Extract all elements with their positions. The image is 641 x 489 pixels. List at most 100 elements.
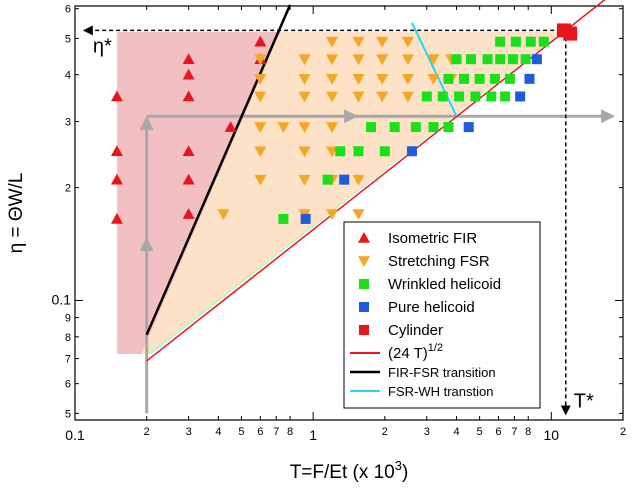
legend-marker <box>358 232 370 243</box>
legend-label-text: FSR-WH transtion <box>388 384 493 399</box>
stretching-fsr-point <box>352 91 365 103</box>
wrinkled-helicoid-point <box>500 91 511 102</box>
wrinkled-helicoid-point <box>510 36 521 47</box>
stretching-fsr-point <box>401 74 414 85</box>
legend-marker <box>359 325 369 335</box>
isometric-fir-point <box>182 53 195 64</box>
stretching-fsr-point <box>326 122 339 134</box>
legend-label-exponent: 1/2 <box>428 342 443 354</box>
isometric-fir-point <box>182 68 195 80</box>
y-tick-label: 2 <box>65 183 71 195</box>
legend-label: Isometric FIR <box>388 230 477 247</box>
stretching-fsr-point <box>401 91 414 103</box>
x-tick-label: 6 <box>257 426 263 438</box>
x-axis-title-main: T=F/Et (x 10 <box>290 462 395 483</box>
wrinkled-helicoid-point <box>437 91 448 102</box>
wrinkled-helicoid-point <box>507 54 518 65</box>
wrinkled-helicoid-point <box>459 73 470 84</box>
stretching-fsr-point <box>427 74 440 85</box>
x-tick-label: 7 <box>511 426 517 438</box>
line-fsr-wh-transtion <box>411 22 458 117</box>
legend-label-text: Wrinkled helicoid <box>388 276 501 293</box>
x-tick-label: 10 <box>544 427 560 443</box>
wrinkled-helicoid-point <box>278 213 289 224</box>
wrinkled-helicoid-point <box>538 36 549 47</box>
legend-label-text: Cylinder <box>388 322 443 339</box>
x-tick-label: 0.1 <box>65 427 85 443</box>
stretching-fsr-point <box>352 174 365 186</box>
phase-regions <box>116 32 562 354</box>
stretching-fsr-point <box>298 174 311 186</box>
wrinkled-helicoid-point <box>428 122 439 133</box>
y-axis-title: η = ΘW/L <box>6 173 27 254</box>
legend-label: FIR-FSR transition <box>388 365 496 380</box>
stretching-fsr-point <box>376 36 389 48</box>
stretching-fsr-point <box>326 91 339 103</box>
x-tick-label: 8 <box>287 426 293 438</box>
stretching-fsr-point <box>298 54 311 66</box>
region-stretching-fsr <box>141 32 562 354</box>
stretching-fsr-point <box>254 122 267 134</box>
guide-arrows: T* η* <box>82 25 616 416</box>
legend-label-text: Isometric FIR <box>388 230 477 247</box>
isometric-fir-point <box>182 90 195 102</box>
stretching-fsr-point <box>352 74 365 85</box>
stretching-fsr-point <box>326 36 339 48</box>
stretching-fsr-point <box>298 122 311 134</box>
x-tick-label: 2 <box>382 426 388 438</box>
isometric-fir-point <box>110 145 123 157</box>
stretching-fsr-point <box>352 209 365 221</box>
stretching-fsr-point <box>326 74 339 85</box>
wrinkled-helicoid-point <box>520 54 531 65</box>
wrinkled-helicoid-point <box>389 122 400 133</box>
x-tick-label: 1 <box>309 427 317 443</box>
stretching-fsr-point <box>352 54 365 66</box>
isometric-fir-point <box>254 35 267 47</box>
isometric-fir-point <box>182 145 195 157</box>
wrinkled-helicoid-point <box>495 54 506 65</box>
x-axis-title-exponent: 3 <box>395 458 402 473</box>
wrinkled-helicoid-point <box>474 73 485 84</box>
y-tick-label: 0.1 <box>52 291 72 307</box>
wrinkled-helicoid-point <box>443 122 454 133</box>
stretching-fsr-point <box>427 54 440 66</box>
wrinkled-helicoid-point <box>366 122 377 133</box>
stretching-fsr-point <box>376 91 389 103</box>
legend-box <box>343 221 541 409</box>
y-tick-label: 3 <box>65 117 71 129</box>
stretching-fsr-point <box>298 146 311 158</box>
stretching-fsr-point <box>352 36 365 48</box>
legend-label: Stretching FSR <box>388 253 490 270</box>
legend-label: Pure helicoid <box>388 299 475 316</box>
legend-marker <box>359 302 369 312</box>
pure-helicoid-point <box>339 174 350 185</box>
stretching-fsr-point <box>326 209 339 221</box>
isometric-fir-point <box>182 208 195 219</box>
y-tick-label: 5 <box>65 33 71 45</box>
legend-marker <box>358 256 370 267</box>
x-tick-label: 2 <box>144 426 150 438</box>
y-tick-label: 5 <box>65 408 71 420</box>
x-tick-label: 8 <box>525 426 531 438</box>
x-axis-title: T=F/Et (x 103) <box>290 458 409 483</box>
legend-label-text: (24 T) <box>388 345 428 362</box>
wrinkled-helicoid-point <box>495 36 506 47</box>
wrinkled-helicoid-point <box>454 91 465 102</box>
wrinkled-helicoid-point <box>421 91 432 102</box>
wrinkled-helicoid-point <box>443 73 454 84</box>
region-isometric-fir <box>116 32 281 354</box>
stretching-fsr-point <box>298 91 311 103</box>
isometric-fir-point <box>110 90 123 102</box>
cylinder-point <box>563 26 578 41</box>
stretching-fsr-point <box>254 91 267 103</box>
wrinkled-helicoid-point <box>486 91 497 102</box>
plot-frame <box>74 5 624 421</box>
label-t-star: T* <box>574 390 594 412</box>
stretching-fsr-point <box>254 174 267 186</box>
x-tick-label: 4 <box>215 426 221 438</box>
y-tick-label: 6 <box>65 4 71 16</box>
region-wrinkled-helicoid <box>146 32 562 354</box>
plot-frame-border <box>74 5 624 421</box>
